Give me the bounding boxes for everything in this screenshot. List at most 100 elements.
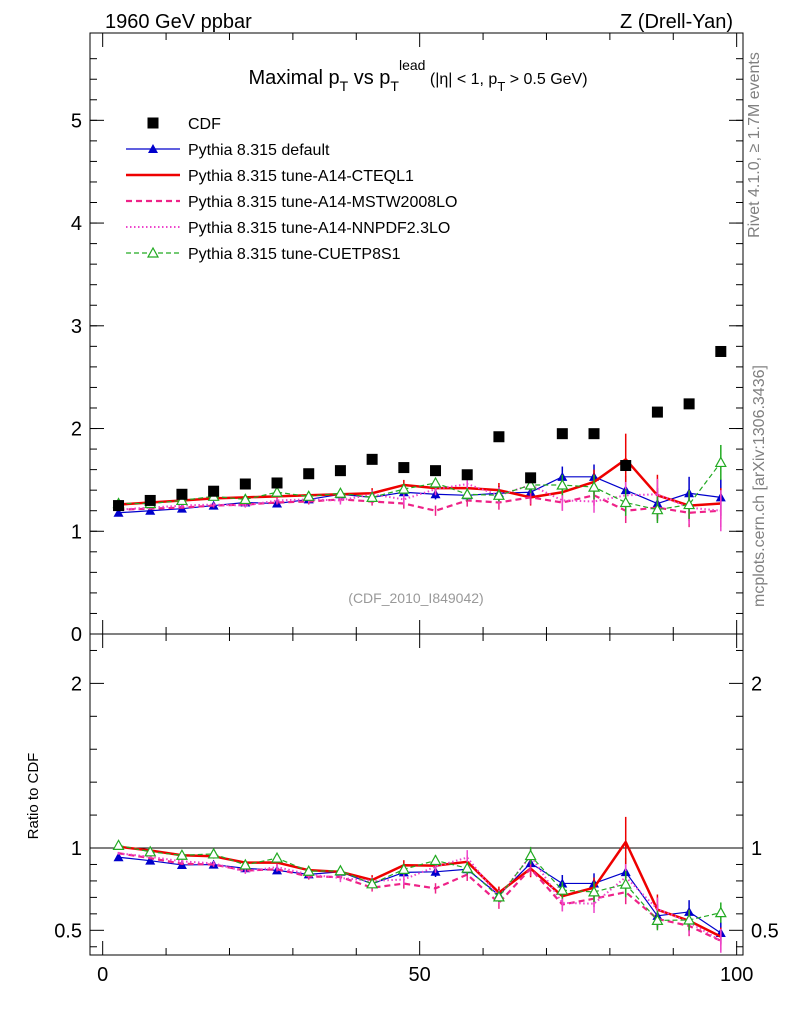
legend-marker	[147, 117, 159, 129]
series-marker	[207, 847, 220, 859]
series-marker	[175, 849, 188, 860]
data-point	[683, 398, 695, 410]
ratio-plot: 0.5 1 2 0.5 1 2 0 50 100	[54, 633, 779, 986]
data-point	[430, 465, 442, 477]
series-marker	[397, 482, 410, 494]
series-marker	[492, 489, 505, 500]
series-marker	[239, 493, 252, 505]
series-marker	[683, 913, 696, 925]
series-marker	[366, 877, 379, 889]
ratio-ytick-label-right: 1	[751, 838, 762, 860]
ratio-ytick-label: 2	[71, 673, 82, 695]
main-ytick-label: 1	[71, 521, 82, 543]
data-point	[620, 460, 632, 472]
series-marker	[145, 855, 156, 865]
series-marker	[651, 914, 664, 926]
series-marker	[113, 507, 124, 517]
series-marker	[492, 890, 505, 902]
legend-marker	[146, 246, 160, 258]
series-marker	[239, 858, 252, 870]
xtick-label: 50	[409, 964, 431, 986]
legend-label: Pythia 8.315 tune-A14-CTEQL1	[188, 168, 414, 185]
series-3	[117, 846, 722, 953]
series-marker	[587, 885, 601, 897]
ratio-ytick-label: 1	[71, 838, 82, 860]
series-marker	[524, 849, 537, 861]
series-marker	[714, 906, 727, 918]
series-marker	[334, 864, 347, 876]
series-marker	[366, 491, 379, 502]
xtick-label: 0	[97, 964, 108, 986]
legend-label: Pythia 8.315 default	[188, 142, 330, 159]
series-marker	[714, 456, 727, 468]
series-marker	[651, 503, 664, 515]
data-point	[303, 468, 315, 480]
data-point	[715, 345, 727, 357]
series-marker	[175, 494, 188, 506]
series-marker	[683, 498, 696, 510]
series-4	[112, 839, 727, 931]
main-ytick-label: 4	[71, 213, 82, 235]
rivet-version-label: Rivet 4.1.0, ≥ 1.7M events	[746, 52, 763, 238]
data-point	[651, 406, 663, 418]
series-marker	[271, 851, 284, 863]
series-line	[118, 462, 722, 511]
data-point	[525, 472, 537, 484]
series-marker	[334, 487, 347, 498]
series-line	[118, 840, 722, 938]
series-marker	[556, 478, 569, 490]
series-marker	[397, 863, 410, 874]
ratio-y-axis-label: Ratio to CDF	[25, 753, 42, 840]
ratio-frame	[89, 633, 744, 956]
data-point	[334, 465, 346, 477]
data-point	[239, 478, 251, 490]
main-ytick-label: 5	[71, 110, 82, 132]
series-2	[117, 851, 722, 951]
series-marker	[619, 496, 632, 508]
series-marker	[271, 485, 284, 497]
series-marker	[461, 861, 474, 873]
series-marker	[587, 480, 601, 492]
data-point	[366, 453, 378, 465]
analysis-tag: (CDF_2010_I849042)	[348, 590, 483, 606]
chart-title: Maximal pT vs pTlead (|η| < 1, pT > 0.5 …	[248, 57, 587, 94]
series-marker	[524, 478, 537, 490]
header-left: 1960 GeV ppbar	[105, 11, 252, 33]
data-point	[113, 500, 125, 512]
data-point	[144, 494, 156, 506]
data-point	[461, 469, 473, 481]
data-point	[398, 462, 410, 474]
series-4	[112, 444, 727, 524]
series-marker	[429, 476, 442, 488]
series-marker	[144, 845, 157, 857]
legend-label: Pythia 8.315 tune-CUETP8S1	[188, 246, 401, 263]
series-marker	[556, 883, 569, 895]
main-ytick-label: 2	[71, 419, 82, 441]
data-point	[493, 431, 505, 443]
series-marker	[302, 490, 315, 501]
ratio-ytick-label: 0.5	[54, 920, 82, 942]
svg-text:Maximal pT vs pTlead (|η| < 1,: Maximal pT vs pTlead (|η| < 1, pT > 0.5 …	[248, 57, 587, 94]
data-point	[271, 477, 283, 489]
main-plot: 0 1 2 3 4 5	[71, 32, 744, 646]
series-marker	[461, 488, 474, 499]
series-1	[117, 816, 722, 946]
legend-label: CDF	[188, 116, 221, 133]
mcplots-label: mcplots.cern.ch [arXiv:1306.3436]	[751, 365, 768, 607]
ratio-series-group	[112, 816, 727, 953]
legend-label: Pythia 8.315 tune-A14-NNPDF2.3LO	[188, 220, 450, 237]
xtick-label: 100	[720, 964, 753, 986]
data-point	[588, 428, 600, 440]
series-marker	[113, 852, 124, 862]
series-line	[118, 844, 721, 922]
legend-label: Pythia 8.315 tune-A14-MSTW2008LO	[188, 194, 457, 211]
series-marker	[112, 839, 125, 850]
legend-marker	[148, 144, 158, 153]
ratio-ytick-label-right: 2	[751, 673, 762, 695]
series-marker	[619, 877, 632, 889]
data-point	[176, 488, 188, 500]
series-marker	[429, 854, 442, 866]
series-line	[118, 852, 722, 942]
main-series-group	[112, 433, 727, 532]
